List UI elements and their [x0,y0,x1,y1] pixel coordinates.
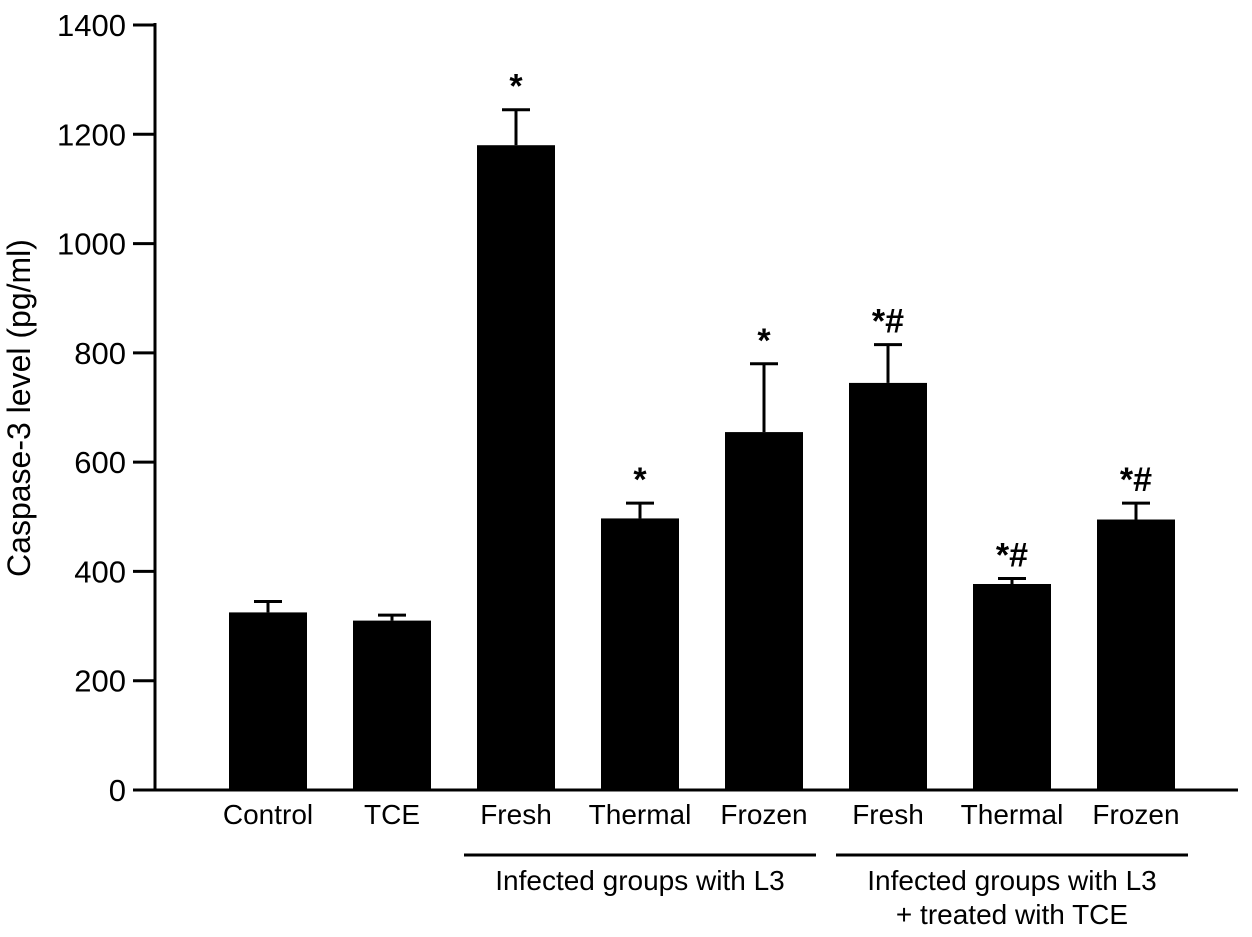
bar-thermal-6 [973,583,1051,790]
bar-fresh-5 [849,382,927,790]
bars-layer [229,108,1175,790]
axis-layer: 0 200 400 600 800 1000 1200 1400 [57,8,1238,808]
y-tick-label: 800 [74,336,126,371]
significance-annotation-5: *# [872,303,904,341]
bar-thermal-3 [601,518,679,790]
labels-layer: Control TCE * Fresh * Thermal * Frozen *# Fresh *#… [223,68,1188,930]
y-tick-label: 400 [74,554,126,589]
significance-annotation-7: *# [1120,461,1152,499]
significance-annotation-3: * [633,461,647,499]
x-category-label-1: TCE [364,799,420,830]
significance-annotation-2: * [509,68,523,106]
group-label-1-line-0: Infected groups with L3 [867,865,1157,896]
x-category-label-5: Fresh [852,799,924,830]
bar-control-0 [229,612,307,790]
y-tick-label: 1000 [57,227,126,262]
group-label-1-line-1: + treated with TCE [896,899,1128,930]
x-category-label-3: Thermal [589,799,692,830]
bar-tce-1 [353,620,431,790]
y-tick-label: 1400 [57,8,126,43]
significance-annotation-4: * [757,322,771,360]
y-axis-label: Caspase-3 level (pg/ml) [1,239,37,577]
group-label-0-line-0: Infected groups with L3 [495,865,785,896]
y-tick-label: 200 [74,664,126,699]
x-category-label-6: Thermal [961,799,1064,830]
y-tick-label: 1200 [57,117,126,152]
x-category-label-4: Frozen [720,799,807,830]
bar-frozen-4 [725,432,803,790]
bar-frozen-7 [1097,519,1175,790]
y-tick-label: 600 [74,445,126,480]
x-category-label-0: Control [223,799,313,830]
y-tick-label: 0 [109,773,126,808]
bar-fresh-2 [477,145,555,790]
x-category-label-7: Frozen [1092,799,1179,830]
x-category-label-2: Fresh [480,799,552,830]
significance-annotation-6: *# [996,537,1028,575]
